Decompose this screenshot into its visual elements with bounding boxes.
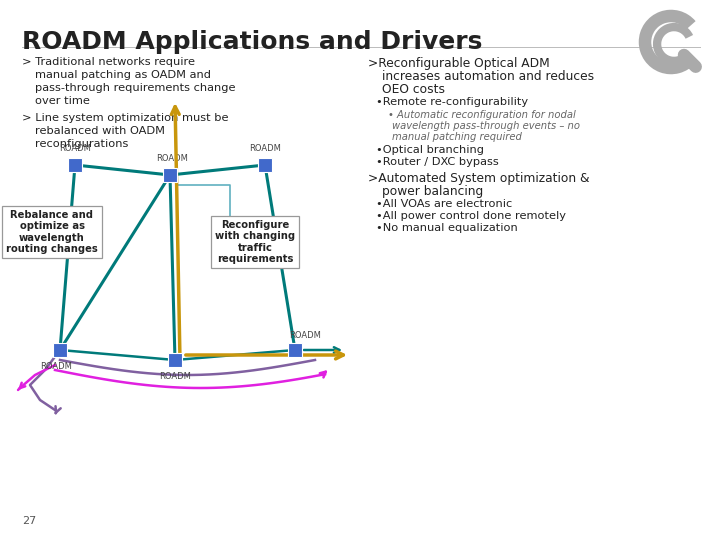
Text: ROADM: ROADM [40, 362, 72, 371]
Text: ROADM: ROADM [249, 144, 281, 153]
Text: OEO costs: OEO costs [382, 83, 445, 96]
Text: 27: 27 [22, 516, 36, 526]
Text: •Optical branching: •Optical branching [376, 145, 484, 155]
Text: over time: over time [35, 96, 90, 106]
Text: ROADM: ROADM [156, 154, 188, 163]
Text: >Automated System optimization &: >Automated System optimization & [368, 172, 590, 185]
Text: power balancing: power balancing [382, 185, 483, 198]
Text: ROADM Applications and Drivers: ROADM Applications and Drivers [22, 30, 482, 54]
Bar [258, 158, 272, 172]
Bar [163, 168, 177, 182]
Text: • Automatic reconfiguration for nodal: • Automatic reconfiguration for nodal [388, 110, 576, 120]
Text: •All VOAs are electronic: •All VOAs are electronic [376, 199, 512, 209]
Text: •Remote re-configurability: •Remote re-configurability [376, 97, 528, 107]
Text: Rebalance and
optimize as
wavelength
routing changes: Rebalance and optimize as wavelength rou… [6, 210, 98, 254]
Bar [53, 343, 67, 357]
Bar [288, 343, 302, 357]
Text: >Reconfigurable Optical ADM: >Reconfigurable Optical ADM [368, 57, 550, 70]
Text: rebalanced with OADM: rebalanced with OADM [35, 126, 165, 136]
Text: pass-through requirements change: pass-through requirements change [35, 83, 235, 93]
Text: •No manual equalization: •No manual equalization [376, 223, 518, 233]
Text: ROADM: ROADM [159, 372, 191, 381]
Text: > Traditional networks require: > Traditional networks require [22, 57, 195, 67]
Text: manual patching as OADM and: manual patching as OADM and [35, 70, 211, 80]
Text: •Router / DXC bypass: •Router / DXC bypass [376, 157, 499, 167]
Text: •All power control done remotely: •All power control done remotely [376, 211, 566, 221]
Bar [168, 353, 182, 367]
Text: manual patching required: manual patching required [392, 132, 522, 142]
Text: wavelength pass-through events – no: wavelength pass-through events – no [392, 121, 580, 131]
Text: Reconfigure
with changing
traffic
requirements: Reconfigure with changing traffic requir… [215, 220, 295, 265]
Text: > Line system optimization must be: > Line system optimization must be [22, 113, 228, 123]
Text: ROADM: ROADM [59, 144, 91, 153]
Text: increases automation and reduces: increases automation and reduces [382, 70, 594, 83]
Bar [68, 158, 82, 172]
Text: reconfigurations: reconfigurations [35, 139, 128, 149]
Text: ROADM: ROADM [289, 331, 321, 340]
